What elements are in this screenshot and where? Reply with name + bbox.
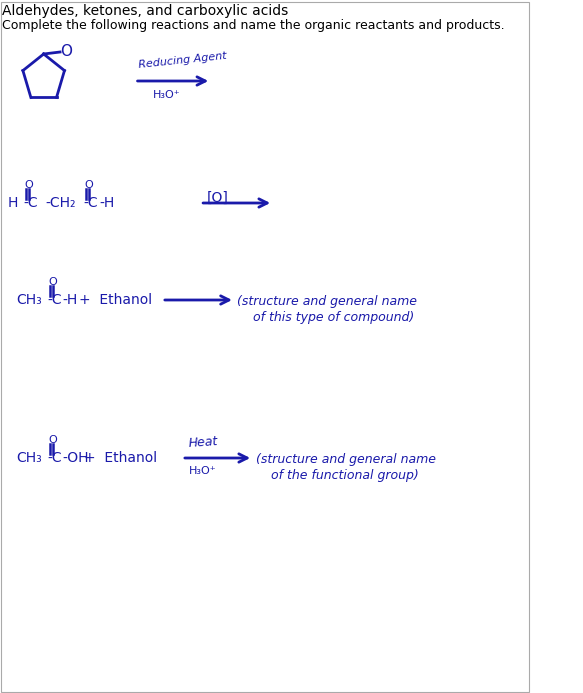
Text: CH₃: CH₃: [16, 451, 42, 465]
Text: -C: -C: [47, 451, 62, 465]
Text: H₃O⁺: H₃O⁺: [188, 466, 216, 476]
Text: Heat: Heat: [188, 435, 219, 450]
Text: -OH: -OH: [63, 451, 89, 465]
Text: +  Ethanol: + Ethanol: [79, 293, 152, 307]
Text: O: O: [85, 180, 93, 190]
Text: (structure and general name: (structure and general name: [256, 453, 436, 466]
Text: -C: -C: [24, 196, 38, 210]
Text: H: H: [7, 196, 17, 210]
Text: -CH₂: -CH₂: [45, 196, 76, 210]
Text: -C: -C: [84, 196, 99, 210]
Text: CH₃: CH₃: [16, 293, 42, 307]
Text: -C: -C: [47, 293, 62, 307]
Text: of the functional group): of the functional group): [271, 469, 419, 482]
Text: -H: -H: [63, 293, 78, 307]
Text: of this type of compound): of this type of compound): [253, 311, 415, 324]
Text: [O]: [O]: [206, 191, 229, 205]
Text: O: O: [24, 180, 33, 190]
Text: H₃O⁺: H₃O⁺: [153, 90, 181, 100]
Text: O: O: [60, 44, 72, 60]
Text: O: O: [48, 277, 57, 287]
Text: O: O: [48, 435, 57, 445]
Text: Aldehydes, ketones, and carboxylic acids: Aldehydes, ketones, and carboxylic acids: [2, 4, 288, 18]
Text: (structure and general name: (structure and general name: [237, 295, 417, 308]
Text: +  Ethanol: + Ethanol: [84, 451, 157, 465]
Text: Reducing Agent: Reducing Agent: [138, 51, 227, 69]
Text: Complete the following reactions and name the organic reactants and products.: Complete the following reactions and nam…: [2, 19, 504, 31]
Text: -H: -H: [99, 196, 114, 210]
